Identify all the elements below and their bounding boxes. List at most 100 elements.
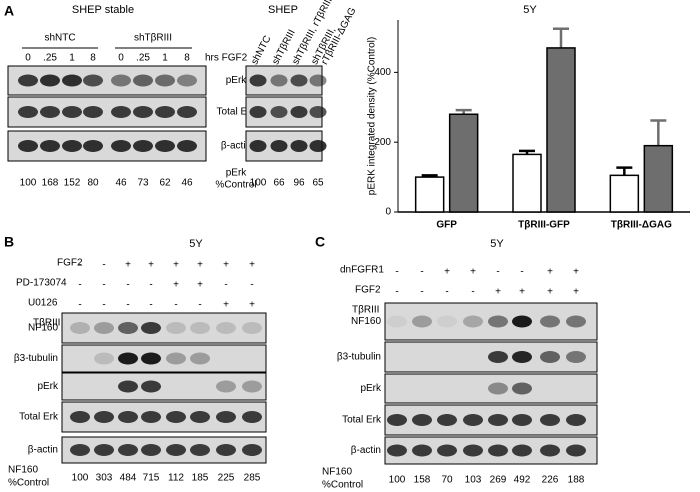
band [118, 411, 138, 423]
condition-sign: + [519, 287, 525, 298]
band [190, 411, 210, 423]
band [166, 352, 186, 365]
band [290, 106, 308, 118]
panel-label: B [4, 234, 14, 250]
row-label: pErk [37, 381, 59, 392]
quant-value: 269 [490, 475, 507, 486]
band [412, 414, 432, 426]
band [512, 382, 532, 395]
band [488, 382, 508, 395]
blot [384, 373, 598, 404]
quant-value: 152 [64, 178, 81, 189]
condition-sign: + [197, 260, 203, 271]
quant-value: 46 [181, 178, 193, 189]
x-tick-label: TβRIII-GFP [518, 220, 570, 231]
lane-label: 1 [69, 53, 75, 64]
quant-label: %Control [8, 478, 49, 489]
band [290, 74, 308, 87]
band [216, 380, 236, 393]
condition-sign: + [547, 287, 553, 298]
condition-sign: + [470, 267, 476, 278]
quant-value: 112 [168, 473, 184, 484]
quant-value: 188 [568, 475, 585, 486]
condition-sign: + [173, 280, 179, 291]
condition-label: dnFGFR1 [340, 265, 384, 276]
condition-sign: + [573, 267, 579, 278]
band [177, 140, 197, 152]
row-label: Total Erk [217, 107, 257, 118]
condition-sign: - [126, 280, 129, 291]
panel-title: 5Y [189, 238, 203, 250]
band [111, 106, 131, 118]
condition-sign: - [471, 287, 474, 298]
lane-label: 0 [118, 53, 124, 64]
x-tick-label: TβRIII-ΔGAG [611, 220, 672, 231]
condition-sign: - [149, 300, 152, 311]
row-label: β-actin [221, 141, 251, 152]
quant-value: 65 [312, 178, 324, 189]
quant-label: pErk [226, 168, 248, 179]
panel-title: SHEP stable [72, 4, 134, 16]
band [141, 411, 161, 423]
band [70, 444, 90, 456]
band [216, 322, 236, 334]
lane-caption: hrs FGF2 [205, 53, 248, 64]
band [566, 351, 586, 363]
panel-title: SHEP [268, 4, 298, 16]
band [118, 322, 138, 334]
band [463, 444, 483, 457]
band [40, 106, 60, 118]
lane-label: .25 [43, 53, 57, 64]
band [94, 411, 114, 423]
band [387, 444, 407, 457]
condition-sign: - [78, 280, 81, 291]
condition-sign: - [149, 280, 152, 291]
band [111, 140, 131, 152]
quant-value: 100 [72, 473, 89, 484]
row-label: β-actin [28, 445, 58, 456]
band [166, 411, 186, 423]
panel-title: 5Y [490, 238, 504, 250]
row-label: pErk [360, 383, 382, 394]
quant-value: 100 [389, 475, 406, 486]
quant-value: 70 [441, 475, 453, 486]
band [290, 140, 308, 152]
y-axis-label: pERK integrated density (%Control) [367, 37, 378, 195]
row-label: NF160 [351, 316, 381, 327]
band [118, 352, 138, 365]
row-label: β-actin [351, 445, 381, 456]
bar [609, 174, 640, 213]
band [463, 414, 483, 426]
band [40, 74, 60, 87]
band [166, 322, 186, 334]
lane-label: 8 [184, 53, 190, 64]
band [540, 351, 560, 363]
band [190, 322, 210, 334]
quant-value: 484 [120, 473, 137, 484]
band [437, 414, 457, 426]
band [94, 352, 114, 365]
condition-sign: + [249, 260, 255, 271]
blot [61, 312, 267, 344]
row-label: Total Erk [342, 415, 382, 426]
band [242, 380, 262, 393]
quant-value: 226 [542, 475, 559, 486]
quant-value: 715 [143, 473, 160, 484]
band [463, 315, 483, 328]
condition-sign: + [444, 267, 450, 278]
condition-sign: - [420, 287, 423, 298]
condition-sign: + [223, 300, 229, 311]
quant-value: 303 [96, 473, 113, 484]
condition-sign: - [102, 300, 105, 311]
condition-sign: - [174, 300, 177, 311]
quant-value: 73 [137, 178, 149, 189]
band [70, 322, 90, 334]
band [249, 74, 267, 87]
band [270, 106, 288, 118]
band [412, 444, 432, 457]
blot [61, 344, 267, 373]
y-tick-label: 400 [374, 67, 391, 78]
band [155, 74, 175, 87]
band [437, 315, 457, 328]
group-label: shTβRIII [134, 33, 172, 44]
